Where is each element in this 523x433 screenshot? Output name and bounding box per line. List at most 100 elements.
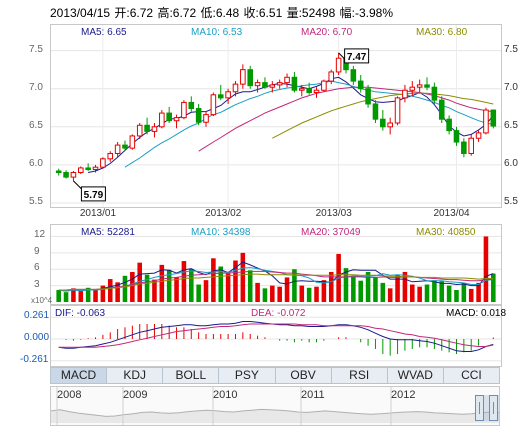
volume-bar-down [247,270,253,302]
macd-panel[interactable]: DIF: -0.063 DEA: -0.072 MACD: 0.018 [50,305,506,367]
volume-bar-down [439,281,445,302]
tab-boll[interactable]: BOLL [163,368,220,383]
volume-bar-down [262,288,268,302]
candle-up [328,71,335,82]
candle-up [269,84,276,88]
tab-kdj[interactable]: KDJ [107,368,164,383]
volume-bar-up [211,258,216,302]
volume-bar-down [446,285,452,302]
volume-bar-up [409,284,415,302]
candle-up [151,126,158,132]
price-ytick-right: 6.0 [504,157,518,169]
tab-rsi[interactable]: RSI [332,368,388,383]
volume-bar-down [461,282,467,302]
price-xtick: 2013/03 [315,208,352,219]
price-ytick-left: 7.0 [29,81,43,93]
low-annotation-label: 5.79 [84,190,104,201]
vol-ma30-legend: MA30: 40850 [416,227,476,238]
volume-bar-up [78,291,84,302]
candle-up [232,83,239,93]
volume-bar-down [358,280,364,302]
candle-down [446,118,452,132]
volume-bar-up [299,285,305,302]
price-ytick-right: 5.5 [504,196,518,207]
candle-down [306,88,312,94]
quote-volume: 量:52498 [286,6,336,20]
volume-bar-up [328,271,334,302]
candle-up [475,132,482,139]
candle-up [159,112,165,128]
macd-dea-legend: DEA: -0.072 [251,308,306,319]
tab-obv[interactable]: OBV [276,368,332,383]
tab-psy[interactable]: PSY [219,368,276,383]
price-ma30-legend: MA30: 6.80 [416,27,468,38]
tab-macd[interactable]: MACD [51,368,108,383]
volume-bar-down [343,268,349,302]
volume-panel[interactable]: MA5: 52281 MA10: 34398 MA20: 37049 MA30:… [50,224,502,305]
volume-bar-down [380,282,386,302]
candle-up [136,124,143,137]
quote-header: 2013/04/15 开:6.72 高:6.72 低:6.48 收:6.51 量… [50,4,394,21]
navigator-left-handle[interactable] [475,395,484,421]
volume-bar-down [85,287,91,302]
price-ma5-legend: MA5: 6.65 [81,27,127,38]
macd-dif-legend: DIF: -0.063 [55,308,106,319]
volume-bar-up [181,261,187,302]
candle-down [461,141,467,154]
volume-bar-up [387,288,393,302]
candle-down [166,112,172,122]
volume-bar-down [373,277,378,302]
volume-bar-down [306,287,312,302]
navigator-right-handle[interactable] [489,395,498,421]
price-ytick-right: 7.0 [504,81,518,93]
candle-up [92,166,99,170]
tab-wvad[interactable]: WVAD [388,368,444,383]
volume-bar-up [314,286,319,302]
candle-up [276,82,283,86]
candle-down [195,108,202,123]
candle-up [70,172,77,178]
volume-bar-up [174,277,179,302]
price-ma20-line [198,86,494,152]
tab-cci[interactable]: CCI [461,368,482,382]
navigator-year-label: 2011 [301,389,325,401]
candle-down [63,172,69,178]
navigator-year-label: 2008 [57,389,82,401]
price-ma10-legend: MA10: 6.53 [191,27,243,38]
macd-dif-line [58,321,494,352]
candle-up [313,89,320,94]
candle-up [321,80,327,91]
candle-up [468,137,475,154]
price-panel[interactable]: 7.47 5.79 MA5: 6.65 MA10: 6.53 MA20: 6.70… [50,24,502,208]
volume-ma30-line [58,273,494,291]
price-xtick: 2013/02 [205,208,242,219]
vol-ma5-legend: MA5: 52281 [81,227,135,238]
price-ytick-left: 6.5 [29,119,43,131]
quote-high: 高:6.72 [157,6,197,20]
candle-up [100,158,106,168]
volume-bar-up [107,279,113,302]
volume-bar-up [225,273,231,302]
candle-down [55,170,62,174]
candle-up [409,86,416,91]
volume-bar-down [218,266,224,302]
candle-up [394,97,401,124]
candle-down [372,103,379,120]
candle-down [144,124,150,132]
candle-down [291,76,298,91]
quote-date: 2013/04/15 [50,6,111,20]
volume-bar-up [159,264,165,302]
volume-bar-down [188,269,194,302]
candle-up [129,135,136,149]
volume-bar-up [270,285,275,302]
navigator-line [51,408,499,417]
candle-down [262,82,268,88]
vol-ma20-legend: MA20: 37049 [301,227,361,238]
candle-up [77,167,84,174]
timeline-navigator[interactable]: 2008 2009 2010 2011 2012 [50,386,500,426]
volume-ma5-line [58,261,494,292]
candle-up [284,76,290,84]
volume-bar-up [277,286,282,302]
volume-bar-up [395,274,400,302]
